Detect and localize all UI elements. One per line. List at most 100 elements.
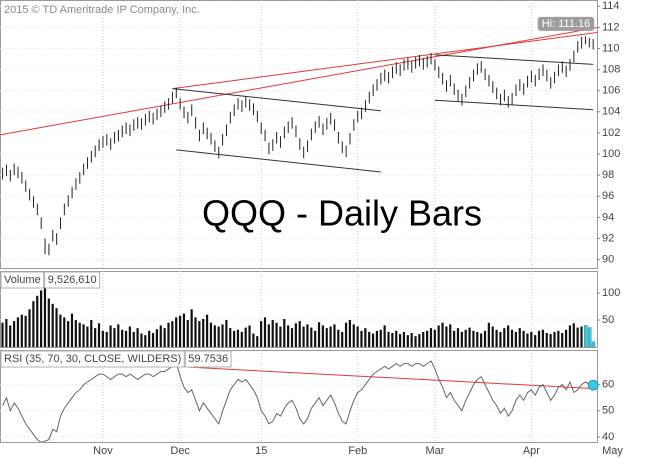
panel-value-box: [184, 350, 232, 368]
volume-bar: [329, 326, 332, 347]
volume-bar: [155, 329, 158, 347]
volume-bar: [591, 341, 596, 347]
volume-bar: [97, 323, 101, 347]
volume-bar: [55, 308, 58, 347]
volume-bar: [325, 328, 328, 347]
volume-bar: [437, 325, 440, 347]
volume-bar: [82, 324, 85, 347]
volume-bar: [298, 321, 301, 347]
x-tick-label: May: [602, 445, 623, 457]
volume-bar: [252, 333, 255, 347]
volume-bar: [260, 321, 263, 347]
volume-bar: [445, 326, 448, 347]
volume-bar: [553, 331, 556, 347]
volume-bar: [314, 330, 317, 347]
volume-bar: [491, 326, 494, 347]
volume-bar: [236, 329, 240, 347]
volume-bar: [368, 331, 371, 347]
volume-bar: [441, 322, 444, 347]
volume-bar: [263, 317, 267, 347]
hi-label: Hi: 111.16: [542, 18, 591, 30]
copyright: 2015 © TD Ameritrade IP Company, Inc.: [4, 4, 200, 16]
volume-bar: [225, 320, 228, 347]
rsi-line: [2, 360, 594, 442]
volume-bar: [140, 333, 143, 347]
volume-bar: [9, 325, 12, 347]
volume-bar: [460, 331, 463, 347]
volume-bar: [128, 326, 131, 347]
volume-bar: [186, 320, 189, 347]
volume-bar: [422, 331, 425, 347]
volume-bar: [275, 322, 278, 347]
volume-bar: [43, 286, 47, 347]
y-tick-label: 60: [602, 379, 614, 391]
volume-bar: [453, 330, 456, 347]
x-tick-label: Dec: [170, 445, 190, 457]
panel-label: Volume: [4, 274, 41, 286]
volume-bar: [398, 334, 402, 347]
volume-bar: [12, 321, 16, 347]
volume-bar: [233, 330, 236, 347]
rsi-marker: [587, 379, 599, 391]
x-tick-label: 15: [255, 445, 267, 457]
volume-bar: [306, 324, 309, 347]
volume-bar: [549, 334, 552, 347]
y-tick-label: 114: [602, 0, 620, 12]
volume-bar: [387, 331, 390, 347]
volume-bar: [449, 324, 452, 347]
volume-bar: [564, 329, 568, 347]
volume-bar: [47, 298, 50, 347]
volume-bar: [472, 330, 475, 347]
volume-bar: [375, 330, 379, 347]
volume-bar: [514, 331, 517, 347]
volume-bar: [90, 320, 93, 347]
volume-bar: [36, 295, 39, 347]
volume-bar: [190, 309, 193, 347]
volume-bar: [534, 335, 537, 347]
y-tick-label: 96: [602, 190, 614, 202]
volume-bar: [503, 328, 506, 347]
volume-bar: [499, 331, 502, 347]
volume-bar: [124, 330, 128, 347]
volume-bar: [178, 315, 182, 347]
volume-bar: [59, 314, 62, 347]
volume-bar: [113, 328, 116, 347]
x-tick-label: Mar: [425, 445, 444, 457]
volume-bar: [167, 322, 170, 347]
volume-bar: [410, 332, 413, 347]
volume-bar: [171, 321, 174, 347]
volume-bar: [333, 324, 336, 347]
volume-bar: [433, 329, 436, 347]
volume-bar: [302, 326, 305, 347]
y-tick-label: 100: [602, 287, 620, 299]
volume-bar: [507, 325, 510, 347]
volume-bar: [317, 322, 321, 347]
trendline: [172, 365, 594, 390]
volume-bar: [487, 322, 490, 347]
volume-bar: [136, 328, 139, 347]
y-tick-label: 102: [602, 127, 620, 139]
y-tick-label: 110: [602, 42, 620, 54]
volume-bar: [371, 333, 375, 347]
volume-bar: [364, 328, 367, 347]
volume-bar: [580, 326, 583, 347]
y-tick-label: 112: [602, 21, 620, 33]
volume-bar: [418, 334, 421, 347]
volume-bar: [530, 331, 533, 347]
volume-bar: [5, 318, 8, 347]
y-tick-label: 50: [602, 314, 614, 326]
volume-bar: [271, 320, 274, 347]
volume-bar: [402, 331, 406, 347]
trendline: [176, 149, 381, 173]
trendline: [434, 54, 594, 65]
y-tick-label: 106: [602, 85, 620, 97]
volume-bar: [163, 328, 166, 347]
volume-bar: [337, 329, 340, 347]
volume-bar: [105, 331, 108, 347]
volume-bar: [20, 314, 23, 347]
volume-bar: [310, 327, 313, 347]
volume-bar: [205, 314, 209, 347]
volume-bar: [40, 290, 43, 347]
volume-bar: [518, 328, 521, 347]
trendline: [172, 88, 381, 112]
